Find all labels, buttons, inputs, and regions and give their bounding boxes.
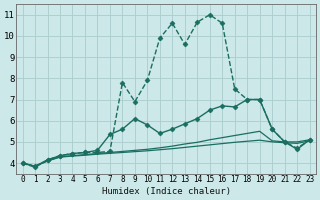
X-axis label: Humidex (Indice chaleur): Humidex (Indice chaleur) [101,187,231,196]
